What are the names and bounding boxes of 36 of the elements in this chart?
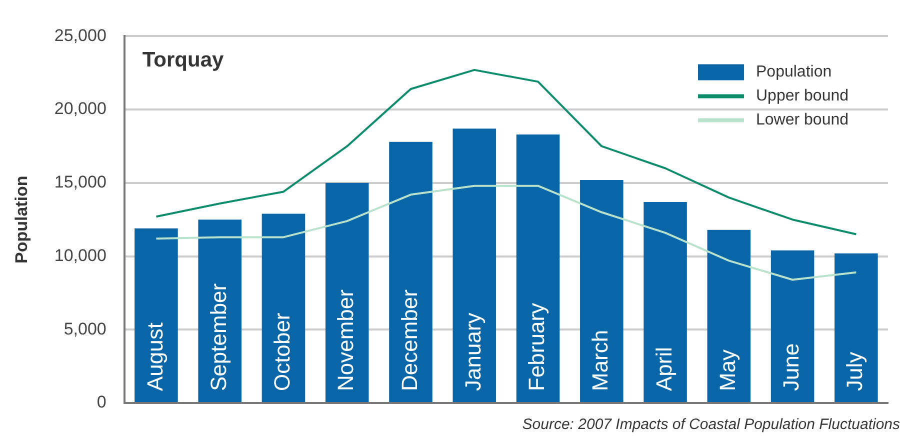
bar (389, 142, 432, 402)
bar (644, 202, 687, 402)
bar (134, 228, 178, 402)
y-tick-label: 15,000 (54, 172, 106, 192)
text: Torquay (142, 48, 224, 72)
x-tick-label: May (714, 349, 740, 391)
bar (707, 230, 751, 402)
x-tick-label: January (460, 312, 486, 391)
bar (198, 220, 242, 402)
y-tick-label: 25,000 (54, 26, 106, 45)
x-tick-label: April (651, 346, 676, 391)
bar (325, 182, 369, 402)
bar (770, 250, 814, 402)
x-tick-label: February (524, 302, 550, 391)
legend-label: Upper bound (756, 88, 849, 105)
y-axis-title: Population (12, 176, 31, 264)
bar (580, 180, 624, 402)
x-tick-label: September (206, 283, 231, 391)
y-tick-label: 0 (96, 392, 106, 412)
source-note: Source: 2007 Impacts of Coastal Population Fluctuations (522, 416, 900, 433)
legend-label: Population (756, 64, 832, 81)
bar (452, 128, 496, 402)
x-tick-label: July (842, 352, 868, 391)
bar (834, 253, 878, 402)
y-tick-label: 20,000 (54, 99, 106, 118)
x-tick-label: March (588, 330, 613, 391)
bar (262, 214, 306, 402)
x-tick-label: June (778, 343, 804, 391)
legend-label: Lower bound (756, 112, 849, 129)
y-tick-label: 10,000 (54, 246, 106, 265)
y-tick-label: 5,000 (64, 319, 106, 338)
x-tick-label: August (142, 322, 168, 391)
x-tick-label: December (396, 290, 422, 391)
x-tick-label: November (333, 290, 358, 391)
x-tick-label: October (270, 312, 295, 391)
bar (516, 134, 560, 402)
